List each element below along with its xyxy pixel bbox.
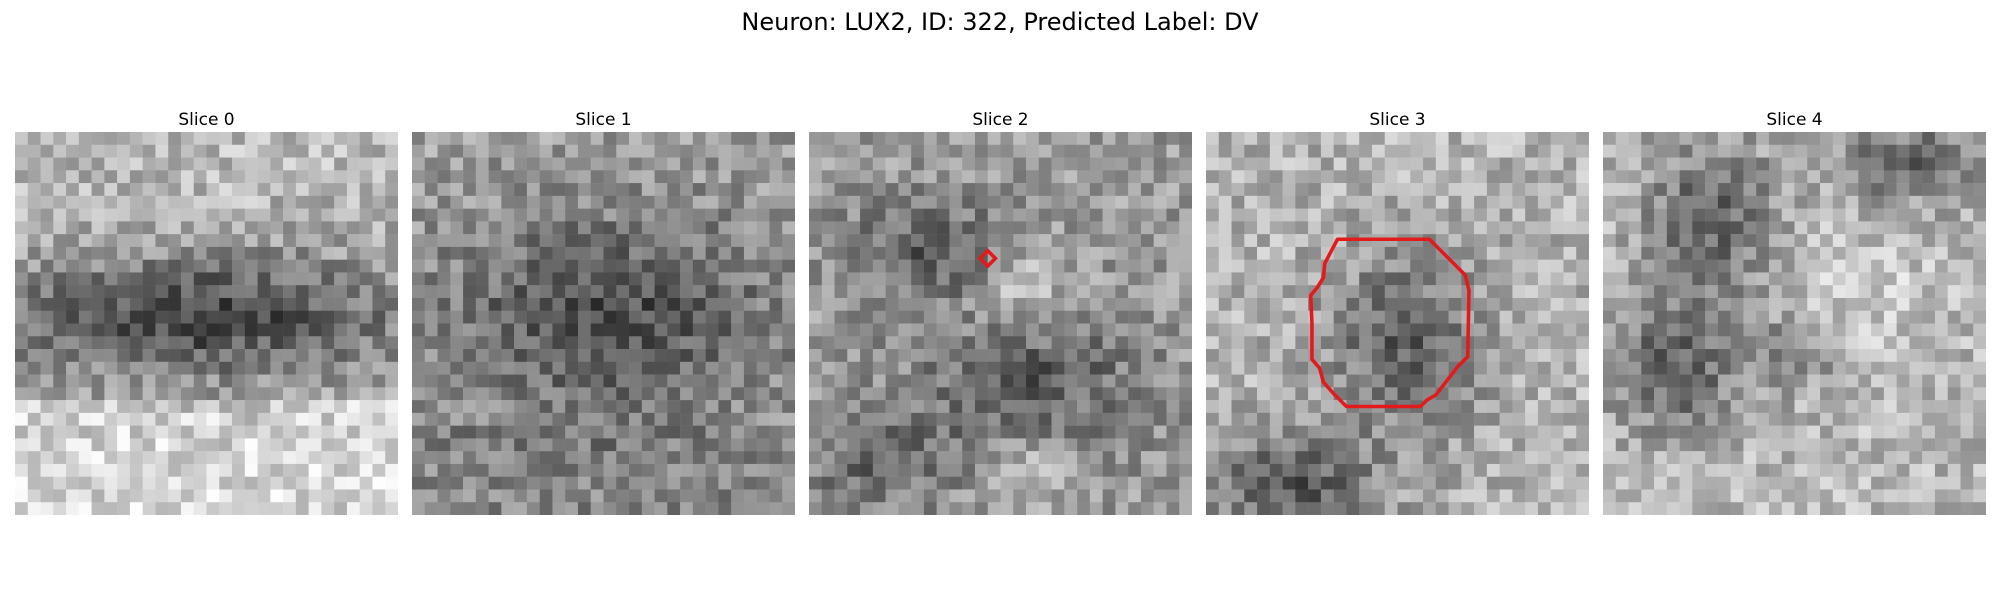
slice-panel-1: Slice 1 [412, 108, 795, 515]
slice-panel-3: Slice 3 [1206, 108, 1589, 515]
slice-title-4: Slice 4 [1766, 110, 1823, 130]
slice-image-2 [809, 132, 1192, 515]
slice-image-0 [15, 132, 398, 515]
slice-image-4 [1603, 132, 1986, 515]
slice-panel-4: Slice 4 [1603, 108, 1986, 515]
slice-panel-2: Slice 2 [809, 108, 1192, 515]
roi-marker [977, 248, 998, 269]
slice-panel-0: Slice 0 [15, 108, 398, 515]
figure-title: Neuron: LUX2, ID: 322, Predicted Label: … [741, 8, 1259, 36]
slice-image-1 [412, 132, 795, 515]
slice-title-0: Slice 0 [178, 110, 235, 130]
roi-contour [1308, 237, 1471, 409]
slice-title-2: Slice 2 [972, 110, 1029, 130]
slice-title-1: Slice 1 [575, 110, 632, 130]
slice-image-3 [1206, 132, 1589, 515]
slice-title-3: Slice 3 [1369, 110, 1426, 130]
